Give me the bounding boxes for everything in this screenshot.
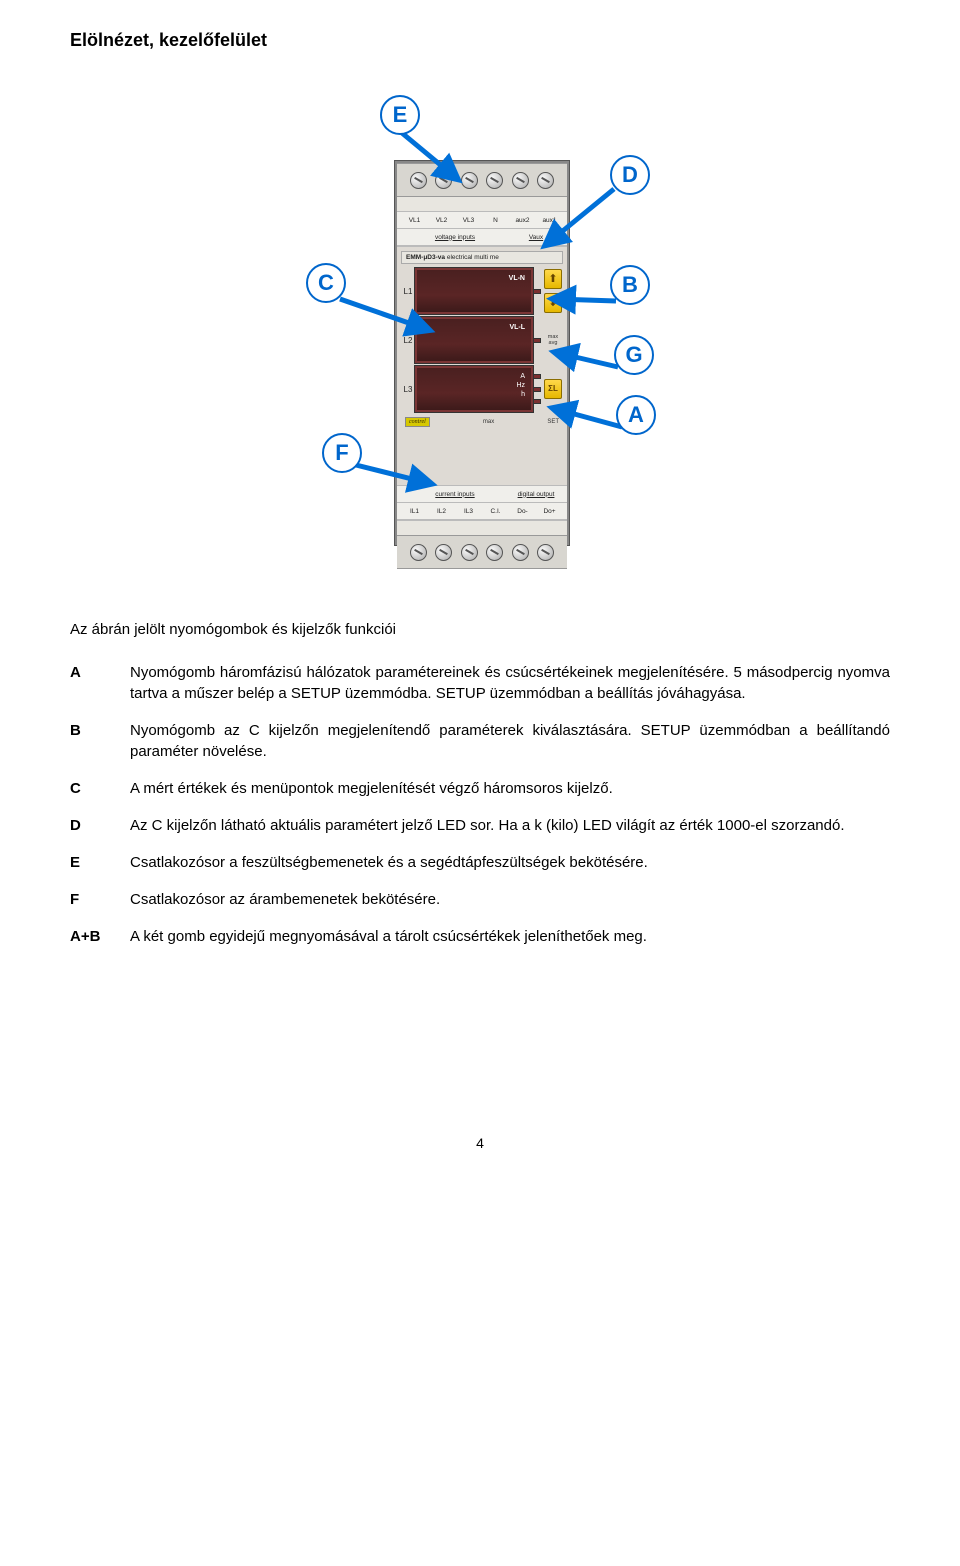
definition-row: FCsatlakozósor az árambemenetek bekötésé… <box>70 881 890 918</box>
definition-row: A+BA két gomb egyidejű megnyomásával a t… <box>70 918 890 955</box>
callout-arrows <box>270 71 690 591</box>
section-subtitle: Az ábrán jelölt nyomógombok és kijelzők … <box>70 621 890 638</box>
definition-row: CA mért értékek és menüpontok megjelenít… <box>70 770 890 807</box>
definition-row: ANyomógomb háromfázisú hálózatok paramét… <box>70 654 890 712</box>
device-diagram: E D C B G A F VL <box>270 71 690 591</box>
callout-C: C <box>306 263 346 303</box>
callout-F: F <box>322 433 362 473</box>
definitions-table: ANyomógomb háromfázisú hálózatok paramét… <box>70 654 890 955</box>
definition-row: BNyomógomb az C kijelzőn megjelenítendő … <box>70 712 890 770</box>
callout-E: E <box>380 95 420 135</box>
definition-row: DAz C kijelzőn látható aktuális paraméte… <box>70 807 890 844</box>
callout-B: B <box>610 265 650 305</box>
definition-row: ECsatlakozósor a feszültségbemenetek és … <box>70 844 890 881</box>
diagram-container: E D C B G A F VL <box>70 71 890 591</box>
page-title: Elölnézet, kezelőfelület <box>70 30 890 51</box>
callout-D: D <box>610 155 650 195</box>
callout-A: A <box>616 395 656 435</box>
callout-G: G <box>614 335 654 375</box>
document-page: Elölnézet, kezelőfelület E D C B G A F <box>0 0 960 1191</box>
page-number: 4 <box>70 1135 890 1151</box>
